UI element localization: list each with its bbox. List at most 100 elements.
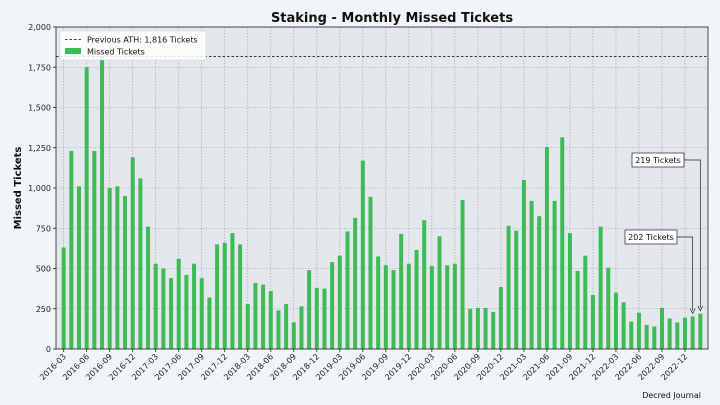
bar — [199, 278, 204, 349]
bar — [667, 318, 672, 349]
bar — [330, 262, 335, 349]
bar — [552, 200, 557, 349]
bar — [445, 265, 450, 349]
bar — [130, 157, 135, 349]
bar — [698, 313, 703, 349]
bar — [92, 150, 97, 349]
bar — [644, 324, 649, 349]
bar — [613, 292, 618, 349]
bar — [176, 258, 181, 349]
bar — [61, 247, 66, 349]
bar — [376, 256, 381, 349]
y-tick-label: 250 — [36, 305, 51, 314]
bar — [460, 200, 465, 349]
annotation-text: 202 Tickets — [628, 233, 674, 242]
bar — [590, 295, 595, 349]
bar — [245, 303, 250, 349]
bar — [230, 233, 235, 349]
bar — [575, 270, 580, 349]
bar — [560, 137, 565, 349]
bar — [360, 160, 365, 349]
annotation-text: 219 Tickets — [635, 156, 681, 165]
bar — [291, 322, 296, 349]
bar — [100, 56, 105, 350]
bars — [61, 56, 703, 350]
bar — [322, 288, 327, 349]
bar — [253, 282, 258, 349]
y-tick-label: 2,000 — [28, 23, 51, 32]
bar — [284, 303, 289, 349]
bar — [537, 216, 542, 349]
bar — [337, 255, 342, 349]
bar — [437, 236, 442, 349]
bar — [215, 244, 220, 349]
bar — [153, 263, 158, 349]
credit-text: Decred Journal — [642, 391, 701, 400]
bar — [629, 321, 634, 349]
bar — [506, 225, 511, 349]
y-ticks: 0 250 500 750 1,000 1,250 1,500 1,750 2,000 — [28, 23, 56, 354]
bar — [636, 312, 641, 349]
y-tick-label: 500 — [36, 265, 51, 274]
bar — [529, 200, 534, 349]
bar — [475, 307, 480, 349]
bar — [652, 326, 657, 349]
bar — [621, 302, 626, 349]
bar — [222, 242, 227, 349]
bar — [138, 178, 143, 349]
chart-title: Staking - Monthly Missed Tickets — [271, 11, 513, 26]
annotation-arrowhead — [697, 305, 704, 312]
bar — [268, 291, 273, 349]
bar — [307, 270, 312, 349]
bar — [514, 230, 519, 349]
bar — [452, 263, 457, 349]
bar — [276, 310, 281, 349]
y-tick-label: 750 — [36, 224, 51, 233]
bar — [368, 196, 373, 349]
bar — [521, 179, 526, 349]
bar — [659, 307, 664, 349]
bar — [598, 226, 603, 349]
bar — [77, 186, 82, 349]
bar — [429, 266, 434, 349]
x-ticks: 2016-032016-062016-092016-122017-032017-… — [38, 349, 689, 382]
bar — [314, 287, 319, 349]
bar — [406, 263, 411, 349]
bar — [345, 231, 350, 349]
legend: Previous ATH: 1,816 Tickets Missed Ticke… — [59, 30, 207, 61]
bar — [675, 322, 680, 349]
bar — [184, 274, 189, 349]
bar — [606, 267, 611, 349]
bar — [107, 188, 112, 349]
bar — [544, 146, 549, 349]
bar — [299, 306, 304, 349]
bar — [399, 233, 404, 349]
annotation-connector — [677, 236, 694, 311]
legend-entry-ath: Previous ATH: 1,816 Tickets — [87, 36, 198, 45]
bar — [84, 67, 89, 349]
annotation-arrowhead — [689, 308, 696, 315]
bar — [123, 196, 128, 349]
y-tick-label: 1,250 — [28, 144, 51, 153]
bar — [238, 244, 243, 349]
bar — [169, 278, 174, 349]
bar — [161, 268, 166, 349]
bar — [146, 226, 151, 349]
y-tick-label: 1,750 — [28, 63, 51, 72]
bar — [491, 311, 496, 349]
legend-box — [59, 30, 207, 61]
bar — [69, 150, 74, 349]
bar — [192, 263, 197, 349]
bar — [498, 287, 503, 349]
y-tick-label: 1,000 — [28, 184, 51, 193]
bar — [391, 270, 396, 349]
bar — [353, 217, 358, 349]
bar — [690, 316, 695, 349]
bar — [261, 284, 266, 349]
bar — [207, 297, 212, 349]
bar — [583, 255, 588, 349]
annotation-connector — [684, 159, 701, 308]
bar — [414, 249, 419, 349]
bar — [468, 308, 473, 349]
